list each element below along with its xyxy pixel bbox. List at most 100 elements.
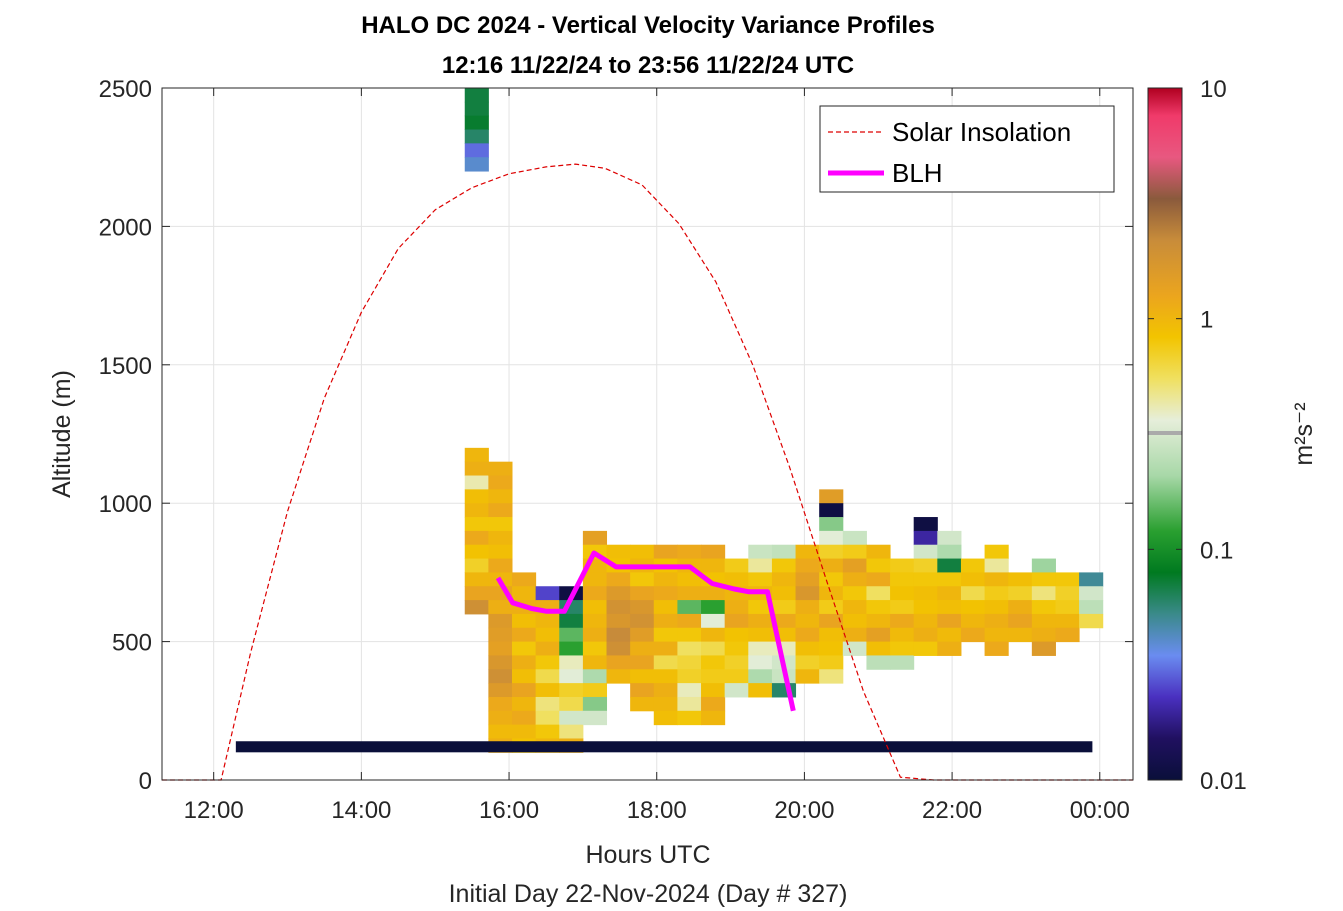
variance-cell [464,101,489,117]
variance-cell [819,600,844,615]
variance-cell [559,641,584,656]
variance-cell [630,627,655,643]
variance-cell [748,683,773,698]
variance-cell [606,613,631,629]
variance-cell [913,641,938,656]
variance-cell [630,641,655,656]
variance-cell [677,544,702,560]
variance-cell [559,627,584,643]
variance-cell [535,669,560,684]
variance-cell [606,586,631,601]
variance-cell [724,683,749,698]
y-tick-label: 1500 [99,353,152,380]
variance-cell [701,558,726,573]
variance-cell [913,572,938,587]
y-ticks: 0 500 1000 1500 2000 2500 [99,76,1133,795]
variance-cell [890,655,915,670]
variance-cell [866,558,891,573]
variance-cell [913,530,938,546]
variance-cell [795,655,820,670]
variance-cell [866,600,891,615]
variance-cell [795,572,820,587]
variance-cell [1079,600,1104,615]
variance-cell [653,641,678,656]
variance-cell [748,655,773,670]
variance-cell [677,641,702,656]
variance-cell [819,517,844,532]
variance-cell [512,572,537,587]
variance-cell [512,641,537,656]
variance-cell [1031,641,1056,656]
variance-cell [488,724,513,739]
legend-box [819,105,1115,193]
variance-cell [748,572,773,587]
variance-cell [866,544,891,560]
x-tick-label: 00:00 [1070,797,1130,824]
variance-cell [677,683,702,698]
variance-cell [606,655,631,670]
variance-cell [795,627,820,643]
variance-cell [724,613,749,629]
variance-cell [677,600,702,615]
variance-cell [464,143,489,158]
variance-cell [653,544,678,560]
variance-cell [1008,600,1033,615]
variance-cell [984,558,1009,573]
variance-cell [606,600,631,615]
variance-cell [630,683,655,698]
variance-cell [512,710,537,726]
variance-cell [795,558,820,573]
variance-cell [913,558,938,573]
variance-cell [653,586,678,601]
variance-cell [771,613,797,629]
variance-cell [677,627,702,643]
variance-cell [724,669,749,684]
variance-cell [1055,586,1080,601]
variance-cell [464,88,489,103]
variance-cell [819,655,844,670]
variance-cell [724,641,749,656]
plot-area: 12:00 14:00 16:00 18:00 20:00 22:00 00:00 0 500… [99,76,1134,824]
variance-cell [819,572,844,587]
variance-cell [771,544,797,560]
y-tick-label: 500 [112,630,152,657]
variance-cell [1079,572,1104,587]
variance-cell [984,641,1009,656]
variance-cell [984,627,1009,643]
variance-cell [913,627,938,643]
variance-cell [701,544,726,560]
variance-cell [582,641,608,656]
variance-cell [795,586,820,601]
variance-cell [1055,572,1080,587]
variance-cell [960,572,986,587]
variance-cell [653,683,678,698]
variance-cell [535,683,560,698]
variance-cell [795,613,820,629]
variance-cell [960,558,986,573]
variance-cell [606,572,631,587]
y-tick-label: 2000 [99,214,152,241]
variance-cell [464,503,489,518]
x-tick-label: 22:00 [922,797,982,824]
variance-cell [512,627,537,643]
variance-cell [1031,558,1056,573]
variance-cell [677,696,702,712]
variance-cell [771,558,797,573]
variance-cell [1079,613,1104,629]
colorbar-marker [1148,431,1182,435]
variance-cell [582,710,608,726]
variance-cell [677,613,702,629]
variance-cell [630,696,655,712]
variance-cell [724,572,749,587]
variance-cell [984,544,1009,560]
variance-cell [582,627,608,643]
variance-cell [488,613,513,629]
variance-cell [512,696,537,712]
variance-cell [488,627,513,643]
variance-cell [464,586,489,601]
variance-cell [535,641,560,656]
variance-cell [701,613,726,629]
variance-cell [582,696,608,712]
variance-cell [582,586,608,601]
variance-cell [819,503,844,518]
